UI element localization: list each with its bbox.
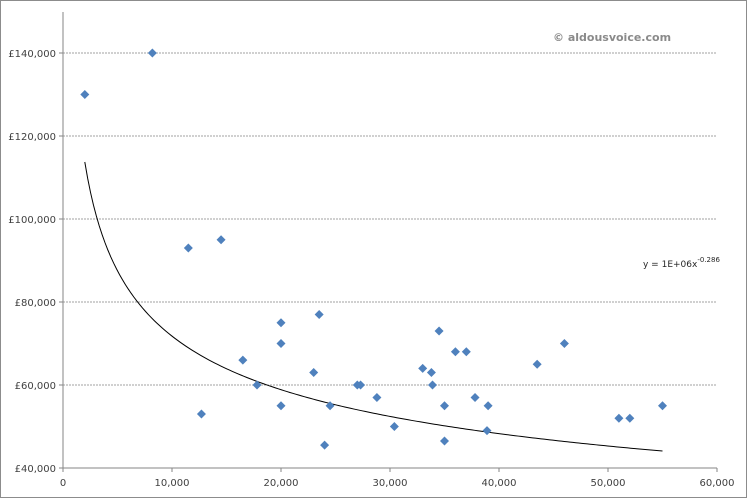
data-point-diamond bbox=[147, 48, 157, 58]
trendline bbox=[84, 161, 663, 452]
data-point-diamond bbox=[434, 326, 444, 336]
data-point-diamond bbox=[372, 392, 382, 402]
data-point-diamond bbox=[559, 339, 569, 348]
data-point-diamond bbox=[440, 401, 449, 411]
data-point-diamond bbox=[482, 426, 492, 436]
data-point-diamond bbox=[238, 355, 248, 365]
equation-exponent: -0.286 bbox=[697, 256, 720, 264]
data-point-diamond bbox=[483, 401, 493, 411]
data-point-diamond bbox=[418, 363, 428, 373]
data-point-diamond bbox=[276, 401, 286, 411]
data-point-diamond bbox=[614, 413, 624, 423]
y-tick-label: £120,000 bbox=[8, 132, 56, 143]
y-tick-label: £80,000 bbox=[15, 298, 56, 309]
data-point-diamond bbox=[276, 318, 286, 328]
x-tick-label: 0 bbox=[60, 478, 66, 489]
data-point-diamond bbox=[309, 368, 319, 378]
data-point-diamond bbox=[216, 235, 226, 245]
y-tick-label: £40,000 bbox=[15, 464, 56, 475]
data-point-diamond bbox=[450, 347, 460, 357]
data-points bbox=[80, 48, 667, 450]
data-point-diamond bbox=[658, 401, 667, 411]
data-point-diamond bbox=[389, 422, 399, 431]
x-tick-label: 10,000 bbox=[155, 478, 190, 489]
data-point-diamond bbox=[426, 368, 436, 378]
data-point-diamond bbox=[470, 392, 480, 402]
data-point-diamond bbox=[325, 401, 335, 411]
x-tick-label: 60,000 bbox=[700, 478, 735, 489]
data-point-diamond bbox=[80, 90, 90, 99]
x-tick-label: 20,000 bbox=[264, 478, 299, 489]
trendline-path bbox=[84, 161, 663, 452]
data-point-diamond bbox=[428, 380, 438, 390]
x-tick-label: 30,000 bbox=[373, 478, 408, 489]
watermark: © aldousvoice.com bbox=[553, 31, 671, 44]
axes: £40,000 £60,000 £80,000 £100,000 £120,000 £14… bbox=[8, 12, 735, 489]
trendline-equation: y = 1E+06x-0.286 bbox=[643, 256, 720, 270]
equation-base: y = 1E+06x bbox=[643, 260, 698, 270]
data-point-diamond bbox=[276, 339, 286, 348]
data-point-diamond bbox=[440, 436, 449, 446]
y-tick-label: £60,000 bbox=[15, 381, 56, 392]
data-point-diamond bbox=[314, 309, 324, 319]
data-point-diamond bbox=[625, 413, 635, 423]
y-tick-label: £100,000 bbox=[8, 215, 56, 226]
y-tick-label: £140,000 bbox=[8, 49, 56, 60]
x-tick-label: 50,000 bbox=[591, 478, 626, 489]
data-point-diamond bbox=[320, 440, 330, 450]
data-point-diamond bbox=[532, 359, 542, 369]
data-point-diamond bbox=[356, 380, 366, 390]
x-tick-label: 40,000 bbox=[482, 478, 517, 489]
gridlines bbox=[63, 52, 717, 386]
data-point-diamond bbox=[461, 347, 471, 357]
data-point-diamond bbox=[196, 409, 206, 419]
data-point-diamond bbox=[252, 380, 262, 390]
data-point-diamond bbox=[183, 243, 193, 253]
